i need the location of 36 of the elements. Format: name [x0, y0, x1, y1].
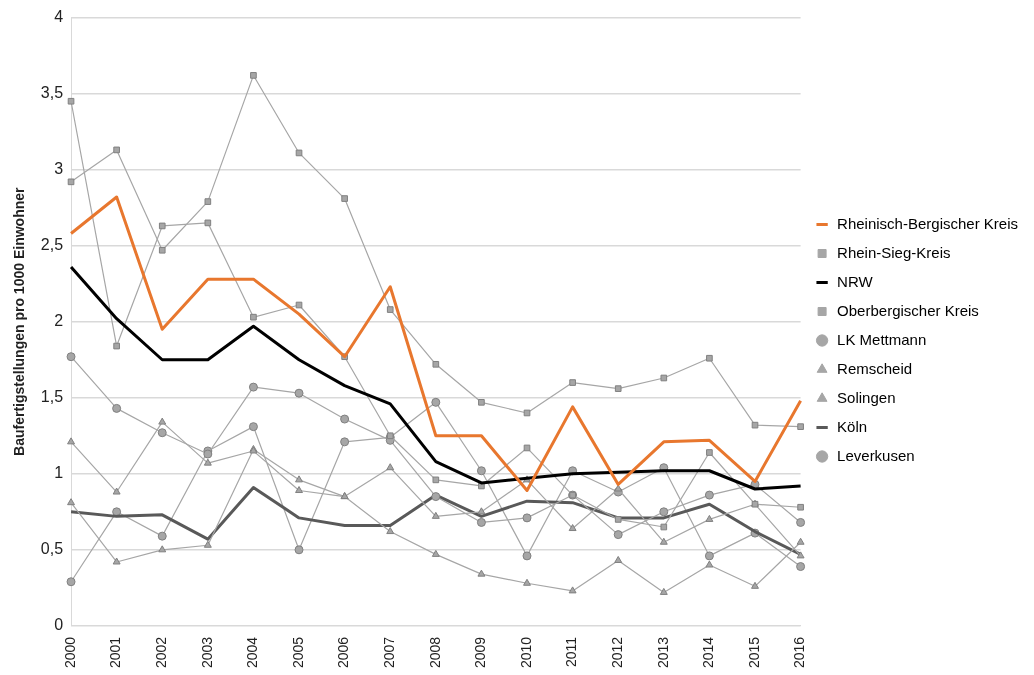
- legend-label: Oberbergischer Kreis: [837, 301, 979, 319]
- x-tick-label: 2008: [426, 636, 443, 669]
- x-tick-label: 2015: [745, 636, 762, 669]
- x-tick-label: 2007: [381, 636, 398, 669]
- legend-label: NRW: [837, 272, 874, 290]
- y-tick-label: 4: [54, 8, 64, 26]
- x-tick-label: 2006: [335, 636, 352, 669]
- x-tick-label: 2016: [791, 636, 808, 669]
- x-tick-label: 2013: [654, 636, 671, 669]
- legend-label: Solingen: [837, 388, 896, 406]
- x-tick-label: 2011: [563, 636, 580, 667]
- x-tick-label: 2001: [107, 636, 124, 669]
- y-tick-label: 3: [54, 160, 64, 178]
- legend-label: Rhein-Sieg-Kreis: [837, 243, 951, 261]
- y-tick-label: 2,5: [40, 236, 64, 254]
- legend-label: Leverkusen: [837, 446, 915, 464]
- legend-label: Remscheid: [837, 359, 913, 377]
- y-tick-label: 2: [54, 312, 64, 330]
- x-tick-label: 2005: [289, 636, 306, 669]
- x-tick-label: 2000: [61, 636, 78, 669]
- y-tick-label: 1,5: [40, 388, 64, 406]
- legend-label: Rheinisch-Bergischer Kreis: [837, 214, 1019, 232]
- y-tick-label: 1: [54, 464, 64, 482]
- x-tick-label: 2003: [198, 636, 215, 669]
- y-tick-label: 0,5: [40, 540, 64, 558]
- y-tick-label: 3,5: [40, 84, 64, 102]
- x-tick-label: 2010: [517, 636, 534, 669]
- legend-label: Köln: [837, 417, 868, 435]
- x-tick-label: 2009: [472, 636, 489, 669]
- y-tick-label: 0: [54, 616, 64, 634]
- x-tick-label: 2012: [609, 636, 626, 669]
- x-tick-label: 2002: [153, 636, 170, 669]
- legend-label: LK Mettmann: [837, 330, 927, 348]
- y-axis-title: Baufertigstellungen pro 1000 Einwohner: [11, 186, 28, 456]
- x-tick-label: 2014: [700, 636, 717, 669]
- x-tick-label: 2004: [244, 636, 261, 669]
